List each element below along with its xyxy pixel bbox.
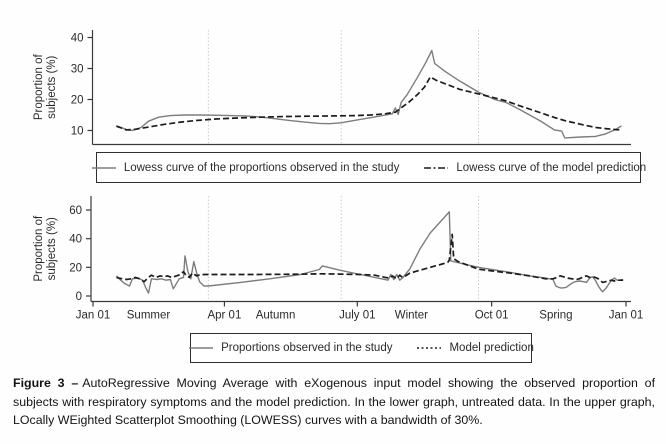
legend-item-label: Model prediction bbox=[449, 342, 534, 354]
series-observed-line bbox=[115, 211, 624, 294]
x-tick-label: July 01 bbox=[339, 310, 375, 322]
y-axis-title: Proportion ofsubjects (%) bbox=[33, 54, 58, 121]
x-tick-label: Jan 01 bbox=[76, 310, 111, 322]
y-axis-title: Proportion ofsubjects (%) bbox=[33, 215, 58, 282]
x-tick-label: Jan 01 bbox=[609, 310, 644, 322]
figure-caption-label: Figure 3 – bbox=[13, 376, 79, 390]
figure-caption: Figure 3 – AutoRegressive Moving Average … bbox=[13, 374, 655, 430]
y-tick-label: 20 bbox=[71, 95, 84, 107]
legend-item-label: Lowess curve of the model prediction bbox=[456, 161, 647, 174]
y-tick-label: 30 bbox=[71, 64, 84, 76]
legend-item: Lowess curve of the model prediction bbox=[423, 162, 646, 174]
season-label: Summer bbox=[127, 310, 171, 322]
y-tick-label: 40 bbox=[71, 33, 84, 45]
legend-lowess: Lowess curve of the proportions observed… bbox=[91, 152, 646, 183]
season-label: Winter bbox=[395, 310, 428, 322]
legend-line-sample-solid-gray bbox=[91, 166, 116, 169]
legend-item: Model prediction bbox=[416, 342, 534, 354]
series-model-line bbox=[116, 76, 622, 131]
y-tick-label: 60 bbox=[69, 205, 82, 217]
legend-item: Proportions observed in the study bbox=[188, 342, 392, 354]
y-tick-label: 10 bbox=[71, 126, 84, 138]
legend-line-sample-dotted-black bbox=[417, 347, 442, 349]
legend-line-sample-dashed-black bbox=[424, 166, 449, 169]
season-label: Spring bbox=[539, 310, 572, 322]
legend-item: Lowess curve of the proportions observed… bbox=[91, 161, 400, 174]
legend-line-sample-solid-gray bbox=[189, 347, 214, 349]
figure-charts: 10 20 30 40 Proportion ofsubjects (%) 0 20 40 60… bbox=[33, 30, 643, 322]
y-tick-label: 0 bbox=[76, 291, 82, 303]
series-model-line bbox=[116, 233, 624, 284]
figure-caption-text: AutoRegressive Moving Average with eXoge… bbox=[13, 376, 656, 428]
season-label: Autumn bbox=[256, 310, 296, 322]
legend-raw: Proportions observed in the study Model p… bbox=[188, 333, 534, 363]
y-tick-label: 20 bbox=[69, 262, 82, 274]
chart-lower: 0 20 40 60 Proportion ofsubjects (%) Jan 01 Ap… bbox=[33, 196, 643, 322]
legend-item-label: Lowess curve of the proportions observed… bbox=[123, 161, 400, 174]
x-tick-label: Apr 01 bbox=[207, 310, 241, 322]
chart-upper: 10 20 30 40 Proportion ofsubjects (%) bbox=[33, 30, 631, 146]
legend-item-label: Proportions observed in the study bbox=[221, 342, 393, 354]
x-tick-label: Oct 01 bbox=[475, 310, 509, 322]
series-observed-line bbox=[116, 49, 622, 139]
y-tick-label: 40 bbox=[69, 234, 82, 246]
